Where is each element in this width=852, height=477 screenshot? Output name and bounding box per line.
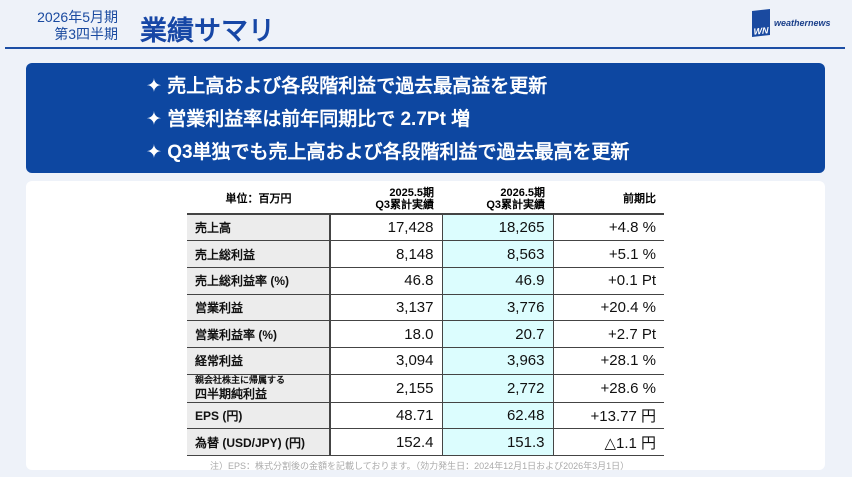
- prev-value: 8,148: [330, 240, 443, 268]
- header-line: Q3累計実績: [486, 198, 545, 211]
- header-line: Q3累計実績: [375, 198, 434, 211]
- row-label-sub: 親会社株主に帰属する: [195, 374, 286, 385]
- yoy-change: +0.1 Pt: [553, 267, 664, 295]
- row-label-text: 売上総利益率 (%): [195, 274, 289, 289]
- unit-header: 単位：百万円: [225, 192, 292, 205]
- period-year: 2026年5月期: [37, 9, 118, 25]
- row-label: EPS (円): [187, 402, 331, 430]
- prev-value: 3,094: [330, 347, 443, 375]
- header-line: 2026.5期: [500, 186, 545, 199]
- curr-value: 62.48: [442, 402, 554, 430]
- table-row: 売上総利益 8,148 8,563 +5.1 %: [187, 240, 664, 268]
- row-label: 営業利益率 (%): [187, 320, 331, 348]
- row-label-text: 売上総利益: [195, 247, 256, 262]
- table-row: 売上高 17,428 18,265 +4.8 %: [187, 213, 664, 242]
- prev-value: 46.8: [330, 267, 443, 295]
- header-divider: [5, 47, 845, 49]
- yoy-change: +5.1 %: [553, 240, 664, 268]
- row-label: 売上総利益: [187, 240, 331, 268]
- yoy-change: +2.7 Pt: [553, 320, 664, 348]
- table-row: 親会社株主に帰属する 四半期純利益 2,155 2,772 +28.6 %: [187, 374, 664, 403]
- row-label-text: 営業利益: [195, 300, 244, 315]
- yoy-change: +28.1 %: [553, 347, 664, 375]
- row-label: 経常利益: [187, 347, 331, 375]
- curr-value: 151.3: [442, 428, 554, 456]
- prev-value: 17,428: [330, 213, 443, 242]
- yoy-change: +28.6 %: [553, 374, 664, 403]
- table-header: 単位：百万円 2025.5期 Q3累計実績 2026.5期 Q3累計実績 前期比: [187, 184, 664, 214]
- page-title: 業績サマリ: [140, 16, 275, 46]
- curr-value: 46.9: [442, 267, 554, 295]
- header-line: 2025.5期: [389, 186, 434, 199]
- curr-value: 18,265: [442, 213, 554, 242]
- row-label: 売上高: [187, 213, 331, 242]
- curr-value: 3,963: [442, 347, 554, 375]
- highlights-banner: ✦ 売上高および各段階利益で過去最高益を更新 ✦ 営業利益率は前年同期比で 2.…: [26, 63, 825, 173]
- yoy-change: △1.1 円: [553, 428, 664, 456]
- highlight-item: ✦ 売上高および各段階利益で過去最高益を更新: [146, 76, 548, 97]
- table-row: 為替 (USD/JPY) (円) 152.4 151.3 △1.1 円: [187, 428, 664, 456]
- curr-value: 3,776: [442, 294, 554, 322]
- row-label: 親会社株主に帰属する 四半期純利益: [187, 374, 331, 403]
- yoy-change: +20.4 %: [553, 294, 664, 322]
- logo-text: weathernews: [774, 18, 831, 28]
- logo-mark-icon: WN: [752, 9, 770, 37]
- prev-value: 48.71: [330, 402, 443, 430]
- prev-year-header: 2025.5期 Q3累計実績: [330, 184, 442, 214]
- row-label-text: EPS (円): [195, 408, 243, 423]
- curr-value: 20.7: [442, 320, 554, 348]
- curr-value: 8,563: [442, 240, 554, 268]
- row-label: 営業利益: [187, 294, 331, 322]
- row-label: 為替 (USD/JPY) (円): [187, 428, 331, 456]
- table-row: 経常利益 3,094 3,963 +28.1 %: [187, 347, 664, 375]
- highlight-item: ✦ Q3単独でも売上高および各段階利益で過去最高を更新: [146, 142, 630, 163]
- table-row: 営業利益率 (%) 18.0 20.7 +2.7 Pt: [187, 320, 664, 348]
- highlight-item: ✦ 営業利益率は前年同期比で 2.7Pt 増: [146, 109, 471, 130]
- row-label-text: 為替 (USD/JPY) (円): [195, 435, 306, 450]
- fiscal-period: 2026年5月期 第3四半期: [30, 9, 118, 43]
- row-label: 売上総利益率 (%): [187, 267, 331, 295]
- yoy-header: 前期比: [623, 192, 656, 205]
- row-label-text: 経常利益: [195, 354, 244, 369]
- curr-year-header: 2026.5期 Q3累計実績: [442, 184, 553, 214]
- prev-value: 152.4: [330, 428, 443, 456]
- table-row: 売上総利益率 (%) 46.8 46.9 +0.1 Pt: [187, 267, 664, 295]
- yoy-change: +4.8 %: [553, 213, 664, 242]
- prev-value: 18.0: [330, 320, 443, 348]
- yoy-change: +13.77 円: [553, 402, 664, 430]
- table-row: EPS (円) 48.71 62.48 +13.77 円: [187, 402, 664, 430]
- row-label-text: 売上高: [195, 221, 232, 236]
- table-row: 営業利益 3,137 3,776 +20.4 %: [187, 294, 664, 322]
- footnote: 注）EPS：株式分割後の金額を記載しております。（効力発生日：2024年12月1…: [210, 461, 630, 471]
- prev-value: 2,155: [330, 374, 443, 403]
- prev-value: 3,137: [330, 294, 443, 322]
- curr-value: 2,772: [442, 374, 554, 403]
- logo-mark-text: WN: [753, 25, 769, 37]
- row-label-main: 四半期純利益: [195, 386, 268, 401]
- weathernews-logo: WN weathernews: [752, 9, 831, 37]
- row-label-text: 営業利益率 (%): [195, 327, 277, 342]
- period-quarter: 第3四半期: [54, 26, 118, 42]
- results-table: 単位：百万円 2025.5期 Q3累計実績 2026.5期 Q3累計実績 前期比 売…: [187, 184, 664, 456]
